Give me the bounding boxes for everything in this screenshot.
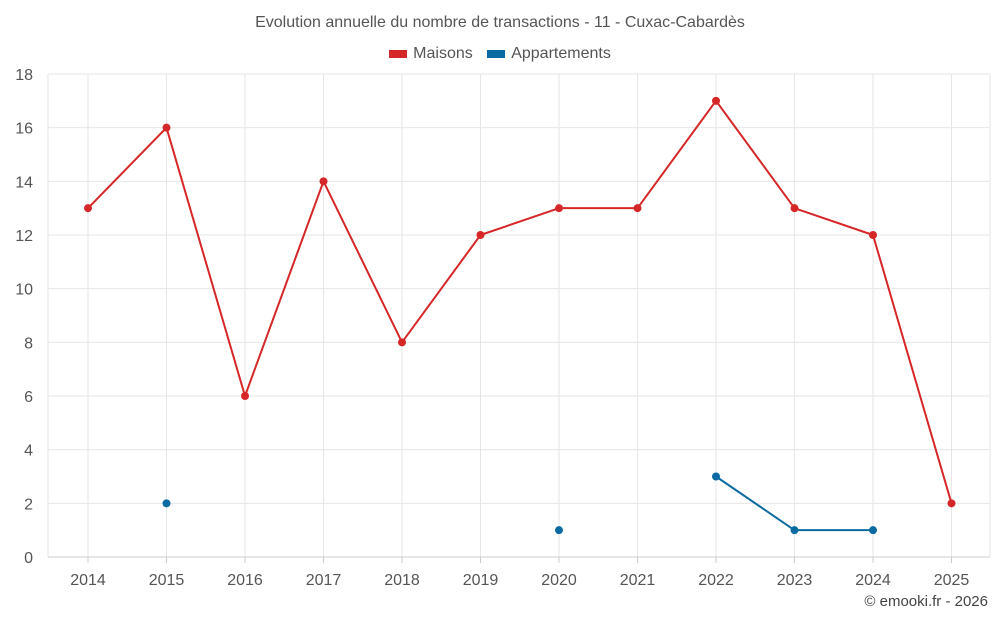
x-tick-label-2014: 2014 [70,572,106,589]
x-tick-label-2016: 2016 [227,572,263,589]
data-point-appartements-2023 [790,526,799,535]
data-point-maisons-2019 [476,231,485,239]
axes: 0 2 4 6 8 10 12 14 16 18 2014 2015 2016 2017 2018 2019 2… [15,67,990,589]
x-tick-label-2025: 2025 [934,572,970,589]
data-point-maisons-2025 [947,499,956,508]
series [84,96,956,535]
y-tick-label-12: 12 [15,228,33,245]
data-point-maisons-2022 [712,96,720,105]
y-tick-label-14: 14 [15,174,33,191]
data-point-appartements-2015 [162,499,171,508]
series-line-maisons-2015-2016 [165,126,246,397]
legend-label-maisons: Maisons [413,45,473,62]
data-point-maisons-2015 [162,123,171,132]
data-point-maisons-2017 [319,177,328,186]
y-tick-label-8: 8 [24,335,33,352]
series-line-maisons-2021-2022 [636,99,717,210]
data-point-maisons-2021 [633,204,642,213]
x-tick-label-2022: 2022 [698,572,734,589]
data-point-appartements-2022 [712,472,720,481]
series-line-maisons-2024-2025 [872,234,953,505]
legend-label-appartements: Appartements [511,45,611,62]
legend-item-appartements[interactable]: Appartements [487,45,611,63]
data-point-maisons-2018 [398,338,406,347]
y-tick-label-16: 16 [15,121,33,138]
credit-text: © emooki.fr - 2026 [864,593,988,610]
y-tick-label-4: 4 [24,443,33,460]
x-tick-label-2024: 2024 [855,572,891,589]
series-line-maisons-2019-2020 [479,207,560,236]
grid [47,73,991,557]
legend-item-maisons[interactable]: Maisons [389,45,473,63]
x-tick-label-2020: 2020 [541,572,577,589]
series-line-maisons-2018-2019 [401,234,482,344]
data-point-maisons-2023 [790,204,799,213]
x-tick-label-2017: 2017 [306,572,342,589]
legend-swatch-appartements [487,50,506,58]
legend: Maisons Appartements [0,45,1000,63]
series-line-maisons-2023-2024 [793,207,874,236]
x-tick-label-2019: 2019 [463,572,499,589]
series-maisons [84,96,956,508]
series-line-maisons-2016-2017 [244,180,325,397]
data-point-maisons-2020 [555,204,563,213]
y-tick-label-2: 2 [24,496,33,513]
x-tick-label-2023: 2023 [777,572,813,589]
series-line-appartements-2022-2023 [715,475,796,532]
x-tick-label-2018: 2018 [384,572,420,589]
series-appartements [162,472,877,535]
x-tick-label-2021: 2021 [620,572,656,589]
y-tick-label-0: 0 [24,550,33,567]
data-point-appartements-2024 [869,526,877,535]
data-point-maisons-2024 [869,231,877,239]
y-tick-label-18: 18 [15,67,33,84]
y-tick-label-6: 6 [24,389,33,406]
data-point-appartements-2020 [555,526,563,535]
series-line-maisons-2017-2018 [322,180,403,344]
chart-title: Evolution annuelle du nombre de transact… [255,14,745,31]
series-line-maisons-2022-2023 [715,99,796,210]
data-point-maisons-2016 [241,392,249,400]
legend-swatch-maisons [389,50,408,58]
y-tick-label-10: 10 [15,282,33,299]
series-line-maisons-2014-2015 [87,126,168,210]
data-point-maisons-2014 [84,204,92,213]
x-tick-label-2015: 2015 [149,572,185,589]
